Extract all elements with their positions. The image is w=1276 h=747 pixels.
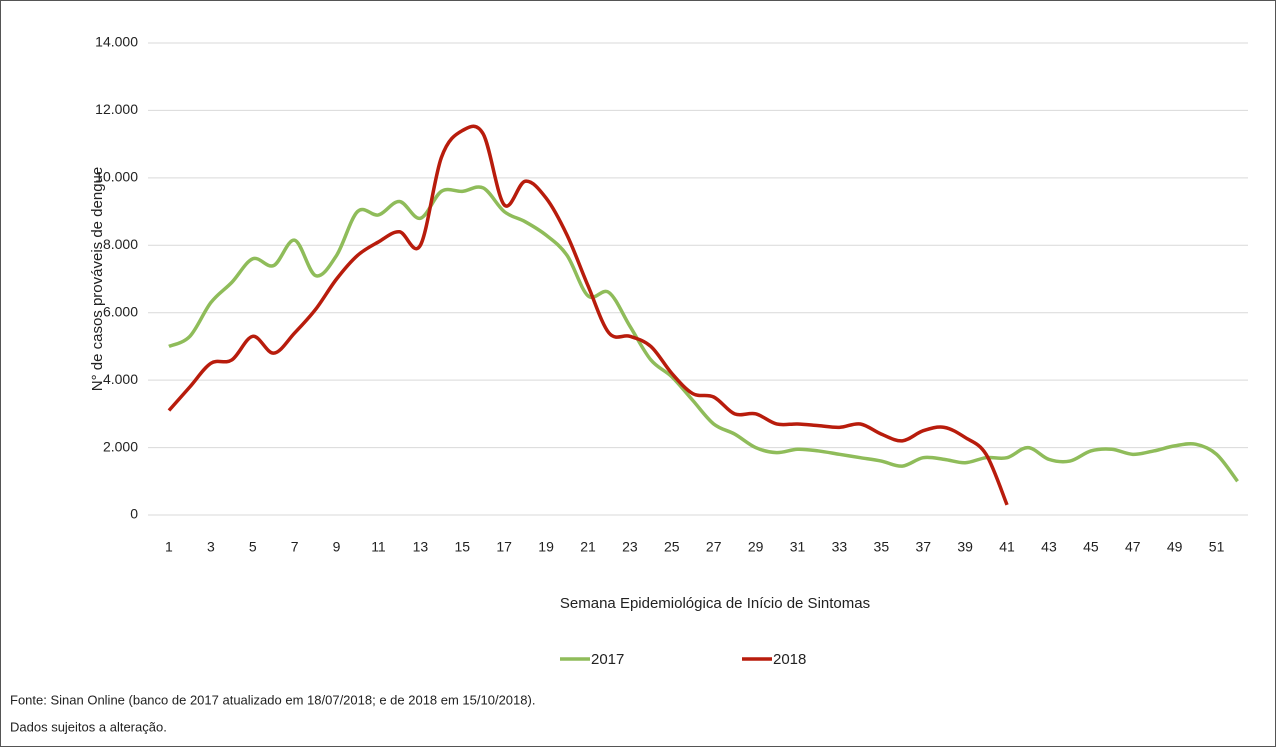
x-tick-label: 33 [832, 539, 848, 555]
x-tick-label: 1 [165, 539, 173, 555]
x-tick-label: 11 [371, 539, 386, 555]
y-tick-label: 2.000 [103, 438, 138, 454]
x-tick-label: 37 [915, 539, 931, 555]
x-tick-label: 29 [748, 539, 764, 555]
x-tick-label: 17 [496, 539, 512, 555]
x-tick-label: 35 [874, 539, 890, 555]
y-tick-label: 0 [130, 506, 138, 522]
x-tick-label: 13 [413, 539, 429, 555]
x-tick-label: 15 [454, 539, 470, 555]
series-line [167, 124, 1009, 506]
y-tick-label: 10.000 [95, 169, 138, 185]
x-tick-label: 25 [664, 539, 680, 555]
y-axis-label: N° de casos prováveis de dengue [89, 167, 106, 391]
x-tick-label: 43 [1041, 539, 1057, 555]
legend-label: 2017 [591, 651, 624, 668]
x-tick-label: 39 [957, 539, 973, 555]
x-tick-label: 23 [622, 539, 638, 555]
y-tick-label: 6.000 [103, 303, 138, 319]
note: Dados sujeitos a alteração. [10, 719, 167, 734]
source: Fonte: Sinan Online (banco de 2017 atual… [10, 692, 535, 707]
y-tick-label: 8.000 [103, 236, 138, 252]
x-tick-label: 47 [1125, 539, 1141, 555]
x-tick-label: 5 [249, 539, 257, 555]
x-tick-label: 45 [1083, 539, 1099, 555]
x-tick-label: 21 [580, 539, 596, 555]
y-tick-label: 14.000 [95, 34, 138, 50]
x-tick-label: 41 [999, 539, 1015, 555]
y-tick-label: 4.000 [103, 371, 138, 387]
x-tick-label: 9 [333, 539, 341, 555]
x-tick-label: 27 [706, 539, 722, 555]
x-tick-label: 51 [1209, 539, 1225, 555]
x-tick-label: 31 [790, 539, 806, 555]
y-tick-label: 12.000 [95, 101, 138, 117]
legend-label: 2018 [773, 651, 806, 668]
x-tick-label: 7 [291, 539, 299, 555]
x-tick-label: 19 [538, 539, 554, 555]
series-line [168, 185, 1239, 483]
x-tick-label: 49 [1167, 539, 1183, 555]
x-tick-label: 3 [207, 539, 215, 555]
x-axis-label: Semana Epidemiológica de Início de Sinto… [560, 595, 870, 612]
